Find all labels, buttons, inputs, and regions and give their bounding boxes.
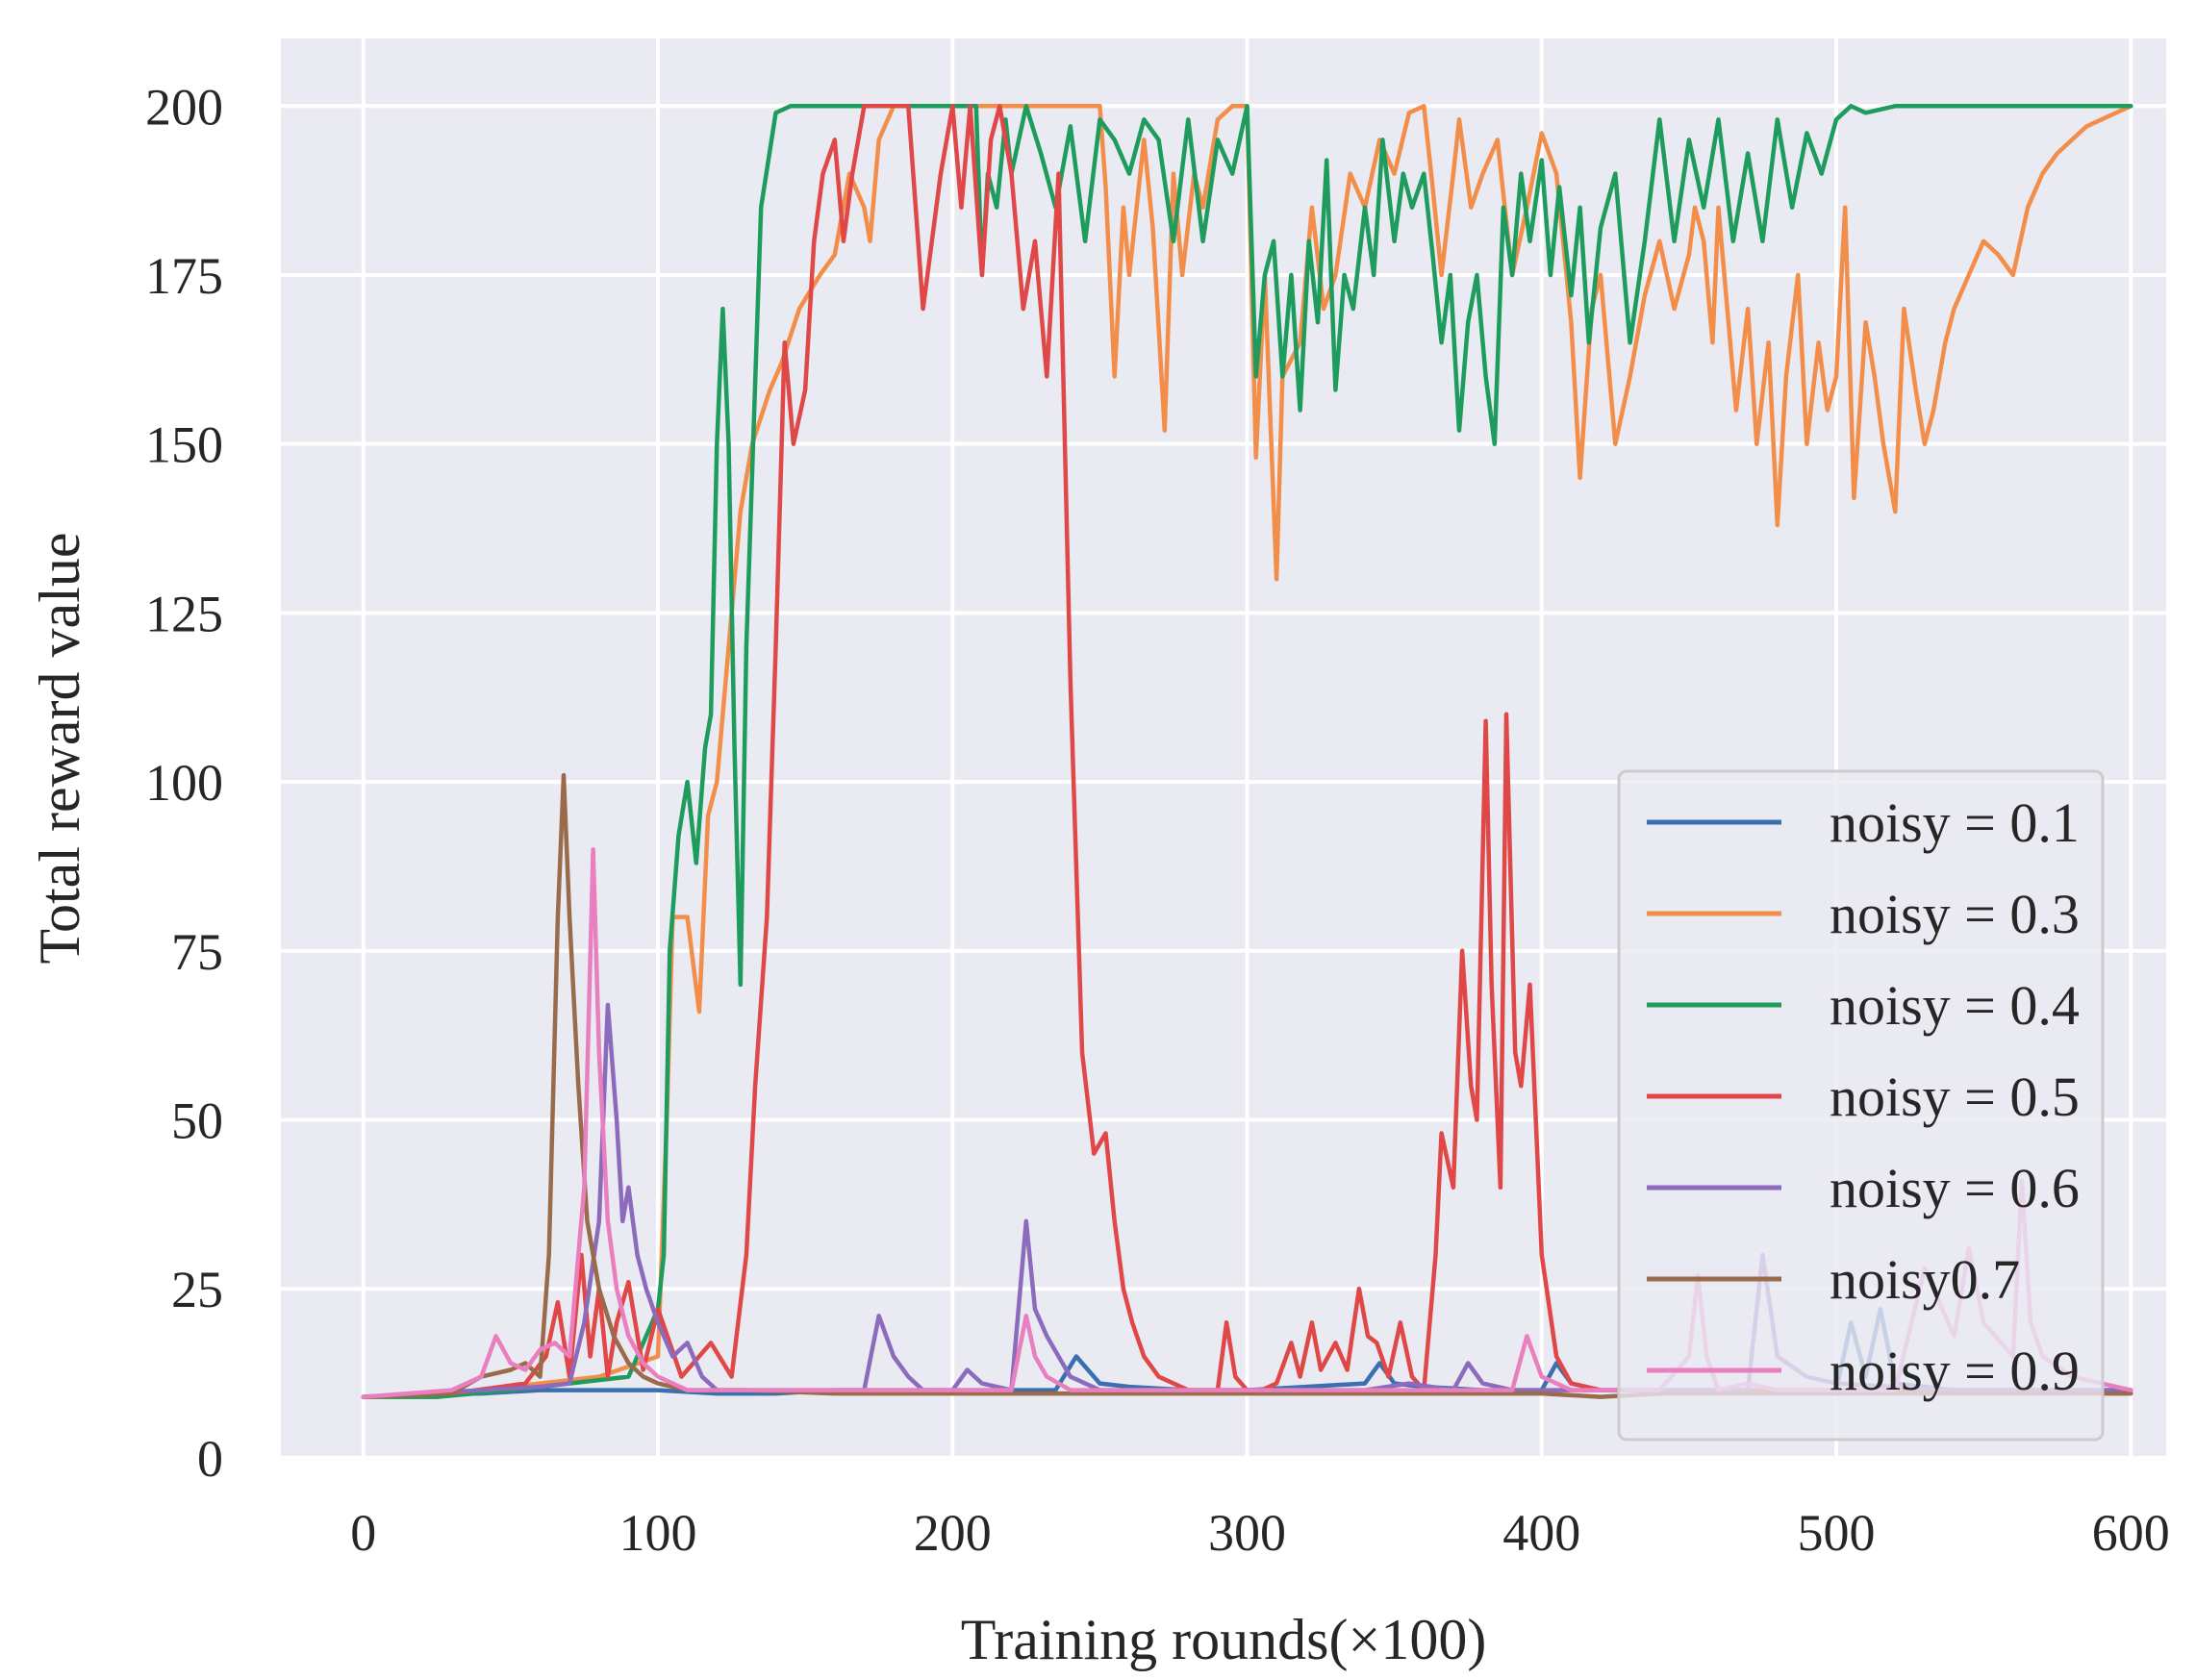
y-tick-label: 125	[145, 585, 223, 642]
y-tick-label: 200	[145, 78, 223, 136]
legend-label: noisy = 0.9	[1830, 1340, 2080, 1402]
y-tick-label: 50	[171, 1091, 223, 1149]
y-tick-labels: 0 25 50 75 100 125 150 175 200	[145, 78, 223, 1488]
y-axis-label: Total reward value	[28, 533, 91, 965]
legend-label: noisy0.7	[1830, 1248, 2020, 1311]
x-tick-label: 300	[1208, 1504, 1286, 1562]
y-tick-label: 25	[171, 1261, 223, 1318]
x-tick-label: 500	[1798, 1504, 1876, 1562]
y-tick-label: 0	[197, 1430, 223, 1488]
legend-label: noisy = 0.1	[1830, 791, 2080, 854]
x-tick-labels: 0 100 200 300 400 500 600	[350, 1504, 2170, 1562]
series-line-3	[361, 104, 2133, 1399]
legend-label: noisy = 0.6	[1830, 1157, 2080, 1219]
y-tick-label: 75	[171, 923, 223, 981]
x-tick-label: 600	[2092, 1504, 2170, 1562]
legend-label: noisy = 0.5	[1830, 1066, 2080, 1128]
legend-label: noisy = 0.3	[1830, 883, 2080, 945]
y-tick-label: 175	[145, 247, 223, 305]
series-line-2	[361, 104, 2133, 1399]
y-tick-label: 100	[145, 754, 223, 812]
x-tick-label: 400	[1502, 1504, 1580, 1562]
legend-box	[1617, 769, 2105, 1442]
x-tick-label: 200	[914, 1504, 992, 1562]
legend-label: noisy = 0.4	[1830, 974, 2080, 1037]
x-tick-label: 100	[619, 1504, 697, 1562]
series-line-4	[361, 104, 2133, 1399]
x-axis-label: Training rounds(×100)	[961, 1608, 1487, 1671]
y-tick-label: 150	[145, 416, 223, 474]
x-tick-label: 0	[350, 1504, 376, 1562]
legend: noisy = 0.1 noisy = 0.3 noisy = 0.4 noisy =…	[1617, 769, 2105, 1442]
